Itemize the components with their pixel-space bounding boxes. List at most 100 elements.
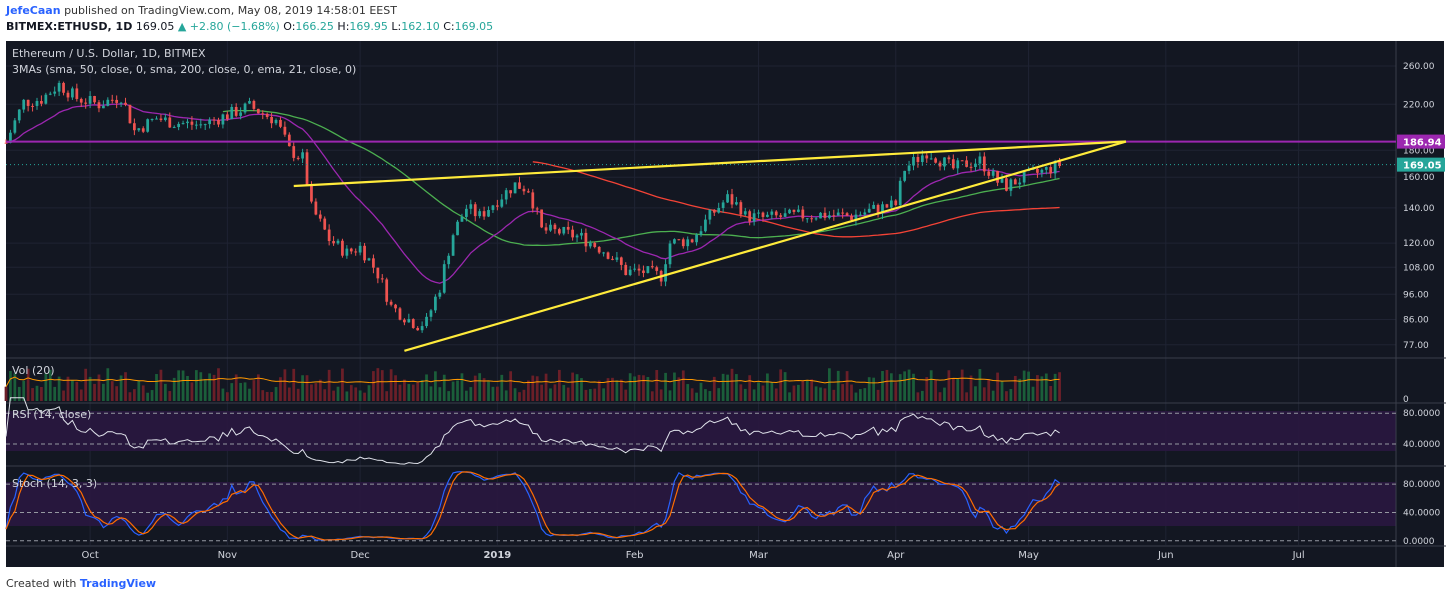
price-tick-label: 220.00 <box>1403 100 1435 110</box>
volume-bar <box>487 381 490 401</box>
resistance-price-tag-bg <box>1397 134 1445 149</box>
volume-bar <box>478 373 482 401</box>
candle-body <box>611 258 614 260</box>
volume-bar <box>571 372 574 401</box>
volume-bar <box>163 383 167 401</box>
volume-bar <box>230 383 234 401</box>
candle-body <box>79 98 83 103</box>
candle-body <box>367 258 371 261</box>
candle-body <box>522 188 526 192</box>
volume-bar <box>708 391 712 401</box>
volume-bar <box>960 369 964 401</box>
volume-bar <box>588 389 592 401</box>
volume-bar <box>372 371 375 401</box>
volume-bar <box>491 386 495 401</box>
candle-body <box>447 255 451 265</box>
volume-bar <box>712 376 716 401</box>
volume-bar <box>234 374 238 401</box>
candle-body <box>544 227 548 231</box>
volume-bar <box>500 374 504 401</box>
candle-body <box>203 124 207 126</box>
candle-body <box>310 184 313 202</box>
volume-bar <box>133 389 136 401</box>
tradingview-logo[interactable]: TradingView <box>79 577 157 590</box>
candle-body <box>199 124 203 126</box>
candle-body <box>907 165 911 171</box>
volume-bar <box>1000 381 1004 401</box>
author-name[interactable]: JefeCaan <box>6 4 61 17</box>
volume-bar <box>735 374 738 401</box>
price-tick-label: 260.00 <box>1403 62 1435 72</box>
volume-bar <box>261 390 265 401</box>
volume-bar <box>279 377 282 401</box>
candle-body <box>84 102 88 104</box>
volume-bar <box>761 385 765 401</box>
time-tick-label: Jun <box>1157 550 1174 561</box>
volume-bar <box>1009 389 1013 401</box>
volume-bar <box>929 370 933 401</box>
candle-body <box>75 88 79 99</box>
candle-body <box>318 214 322 219</box>
candle-body <box>438 292 442 297</box>
volume-bar <box>619 379 623 401</box>
candle-body <box>743 211 747 215</box>
rsi-line <box>5 397 1060 465</box>
candle-body <box>217 119 220 125</box>
candle-body <box>93 96 96 103</box>
candle-body <box>615 257 619 260</box>
candle-body <box>491 205 495 210</box>
time-tick-label: Dec <box>350 550 369 561</box>
candle-body <box>863 212 867 215</box>
volume-bar <box>190 382 194 401</box>
volume-bar <box>845 371 849 401</box>
time-tick-label: Apr <box>887 550 905 561</box>
candle-body <box>221 114 225 125</box>
volume-bar <box>79 389 83 401</box>
volume-bar <box>584 389 588 401</box>
time-tick-label: Feb <box>626 550 644 561</box>
volume-bar <box>819 387 822 401</box>
candle-body <box>531 192 535 209</box>
volume-bar <box>456 380 459 401</box>
candle-body <box>996 170 999 183</box>
volume-bar <box>194 370 198 401</box>
candle-body <box>190 121 194 125</box>
candle-body <box>943 157 946 167</box>
volume-bar <box>938 392 942 401</box>
candle-body <box>456 221 459 236</box>
candle-body <box>159 118 163 121</box>
volume-bar <box>394 375 397 401</box>
candle-body <box>681 239 685 247</box>
volume-bar <box>398 384 402 401</box>
volume-bar <box>31 388 34 401</box>
volume-bar <box>115 386 119 401</box>
candle-body <box>969 166 973 168</box>
candle-body <box>40 101 43 104</box>
candle-body <box>655 267 659 271</box>
volume-bar <box>26 368 30 401</box>
candle-body <box>500 199 504 207</box>
candle-body <box>801 209 805 219</box>
price-tick-label: 108.00 <box>1403 263 1435 273</box>
candle-body <box>650 266 654 268</box>
candle-body <box>938 162 942 167</box>
candle-body <box>66 92 70 98</box>
candle-body <box>1053 160 1057 174</box>
time-tick-label: Mar <box>749 550 769 561</box>
time-tick-label: Oct <box>81 550 98 561</box>
volume-bar <box>876 389 880 401</box>
volume-bar <box>305 375 309 401</box>
candle-body <box>593 242 597 247</box>
candle-body <box>664 264 667 282</box>
candle-body <box>341 240 344 256</box>
volume-bar <box>301 375 304 401</box>
candle-body <box>194 124 198 126</box>
volume-bar <box>531 375 535 401</box>
trading-chart[interactable]: 260.00 220.00 180.00 160.00 140.00 120.00 108.… <box>0 38 1450 570</box>
candle-body <box>102 105 105 109</box>
candle-body <box>1018 182 1022 185</box>
candle-body <box>256 108 260 114</box>
volume-bar <box>863 388 867 401</box>
candle-body <box>97 102 101 109</box>
candle-body <box>721 202 725 208</box>
